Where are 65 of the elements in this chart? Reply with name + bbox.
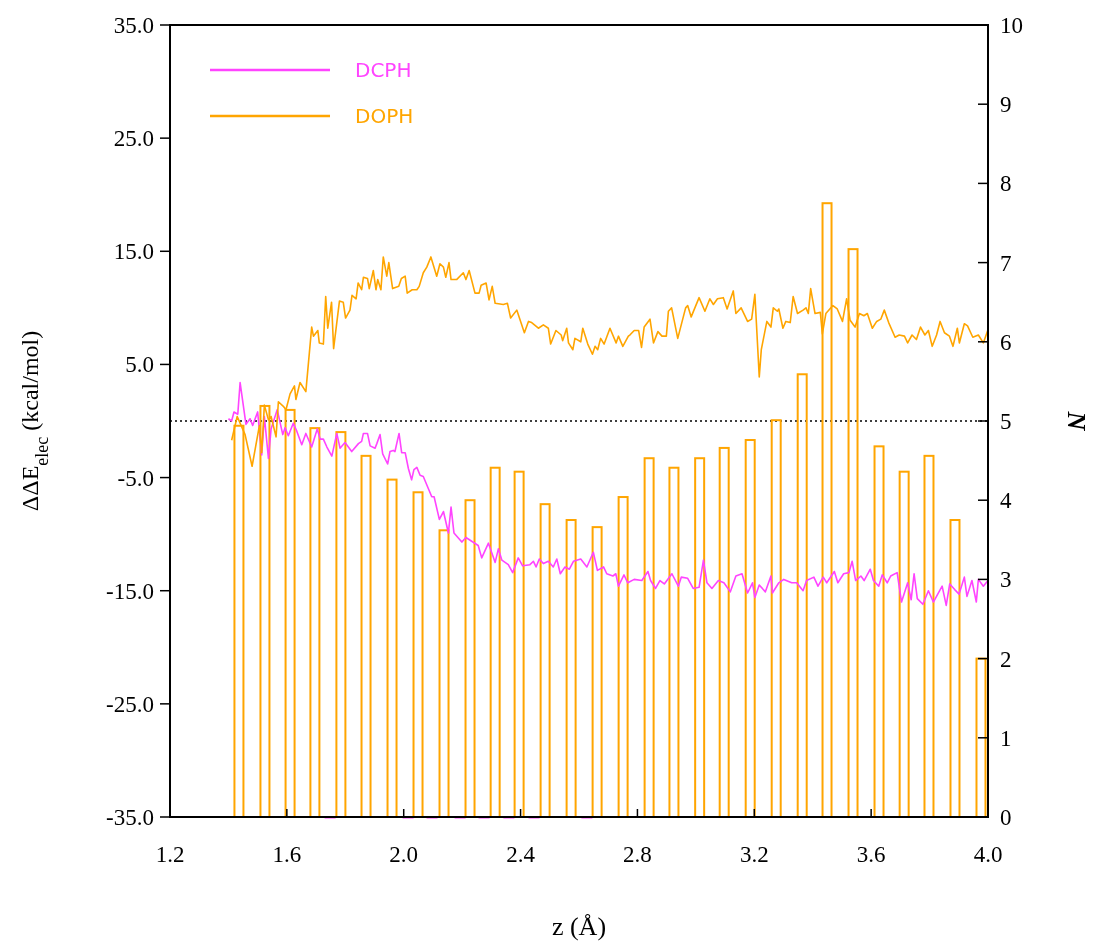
y2-tick-label: 4 [1000, 488, 1012, 514]
x-tick-label: 3.6 [856, 842, 886, 867]
x-tick-label: 1.2 [155, 842, 185, 867]
y-tick-label: -5.0 [117, 465, 154, 491]
y-tick-label: 15.0 [113, 239, 154, 265]
y2-axis-title: N [1062, 410, 1091, 432]
bar [386, 478, 398, 818]
x-tick-label: 4.0 [973, 842, 1003, 867]
bar [581, 816, 593, 819]
bar [438, 529, 450, 818]
bar [360, 454, 372, 818]
y-tick-label: -15.0 [106, 578, 154, 604]
bar [454, 816, 466, 819]
y-tick-label: 25.0 [113, 126, 154, 152]
x-tick-label: 2.4 [506, 842, 536, 867]
y2-tick-label: 6 [1000, 329, 1012, 355]
y2-tick-label: 7 [1000, 250, 1012, 276]
y2-tick-label: 10 [1000, 13, 1023, 38]
y2-tick-label: 5 [1000, 409, 1012, 434]
x-axis-title: z (Å) [551, 912, 607, 941]
bar [744, 439, 756, 818]
y2-tick-label: 3 [1000, 567, 1012, 593]
y-tick-label: -35.0 [106, 805, 154, 830]
bar [539, 503, 551, 818]
bar [324, 816, 336, 819]
text: DOPH [355, 104, 414, 128]
bar [309, 427, 321, 818]
bar [617, 496, 629, 818]
y2-tick-label: 0 [1000, 805, 1012, 830]
bar [528, 816, 540, 819]
y2-tick-label: 1 [1000, 725, 1012, 751]
bar [503, 816, 515, 819]
bar [402, 816, 414, 819]
bar [975, 657, 987, 818]
bar [718, 446, 730, 818]
bar [770, 419, 782, 818]
bar [591, 526, 603, 818]
bar [478, 816, 490, 819]
y2-tick-label: 2 [1000, 646, 1012, 672]
bar [898, 470, 910, 818]
y-tick-label: 35.0 [113, 13, 154, 38]
x-tick-label: 1.6 [272, 842, 302, 867]
line-series [227, 381, 989, 607]
bar [668, 466, 680, 818]
y-tick-label: 5.0 [125, 352, 154, 378]
bar [565, 519, 577, 818]
bar [412, 491, 424, 818]
bar [873, 445, 885, 818]
bar [489, 466, 501, 818]
y-tick-label: -25.0 [106, 691, 154, 717]
x-tick-label: 3.2 [739, 842, 769, 867]
bar [335, 431, 347, 818]
bar [923, 454, 935, 818]
bar [513, 470, 525, 818]
y2-tick-label: 9 [1000, 92, 1012, 118]
bar [643, 457, 655, 818]
bar [694, 457, 706, 818]
bar [464, 499, 476, 818]
x-tick-label: 2.0 [389, 842, 419, 867]
bar [949, 519, 961, 818]
bar [426, 816, 438, 819]
bar [796, 373, 808, 818]
text: DCPH [355, 58, 412, 82]
y2-tick-label: 8 [1000, 171, 1012, 197]
x-tick-label: 2.8 [623, 842, 652, 867]
